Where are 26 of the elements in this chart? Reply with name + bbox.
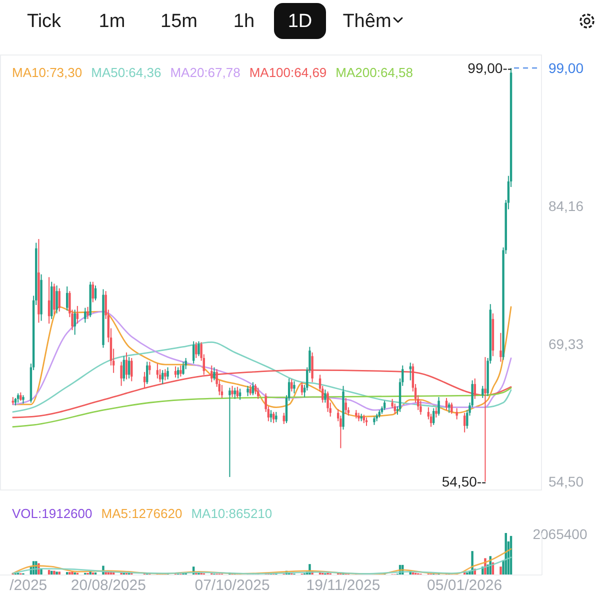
y-tick-label: 84,16 <box>548 198 584 214</box>
text: MA5:1276620 <box>101 506 182 521</box>
x-tick-label: 05/01/2026 <box>427 577 502 594</box>
x-tick-label: 19/11/2025 <box>306 577 380 594</box>
text: 15m <box>160 11 198 32</box>
text: VOL:1912600 <box>12 506 92 521</box>
text: MA10:73,30 <box>12 65 82 80</box>
text: 1D <box>288 11 312 32</box>
x-tick-label: 20/08/2025 <box>70 577 146 594</box>
text: MA10:865210 <box>191 506 272 521</box>
annotation: 2065400 <box>532 526 588 542</box>
text: 1m <box>98 11 126 32</box>
y-tick-label: 54,50 <box>548 474 584 490</box>
ref-line-label: 99,00 <box>548 60 584 76</box>
text: Thêm <box>342 11 392 32</box>
text: MA20:67,78 <box>170 65 240 80</box>
annotation: 99,00-- <box>468 60 512 76</box>
text: Tick <box>26 11 62 32</box>
text: MA100:64,69 <box>249 65 327 80</box>
text: 1h <box>233 11 255 32</box>
text: MA50:64,36 <box>91 65 162 80</box>
x-tick-label: 07/10/2025 <box>194 577 270 594</box>
x-tick-label: /2025 <box>10 577 48 594</box>
y-tick-label: 69,33 <box>548 336 584 352</box>
text: MA200:64,58 <box>336 65 414 80</box>
annotation: 54,50-- <box>442 474 487 490</box>
